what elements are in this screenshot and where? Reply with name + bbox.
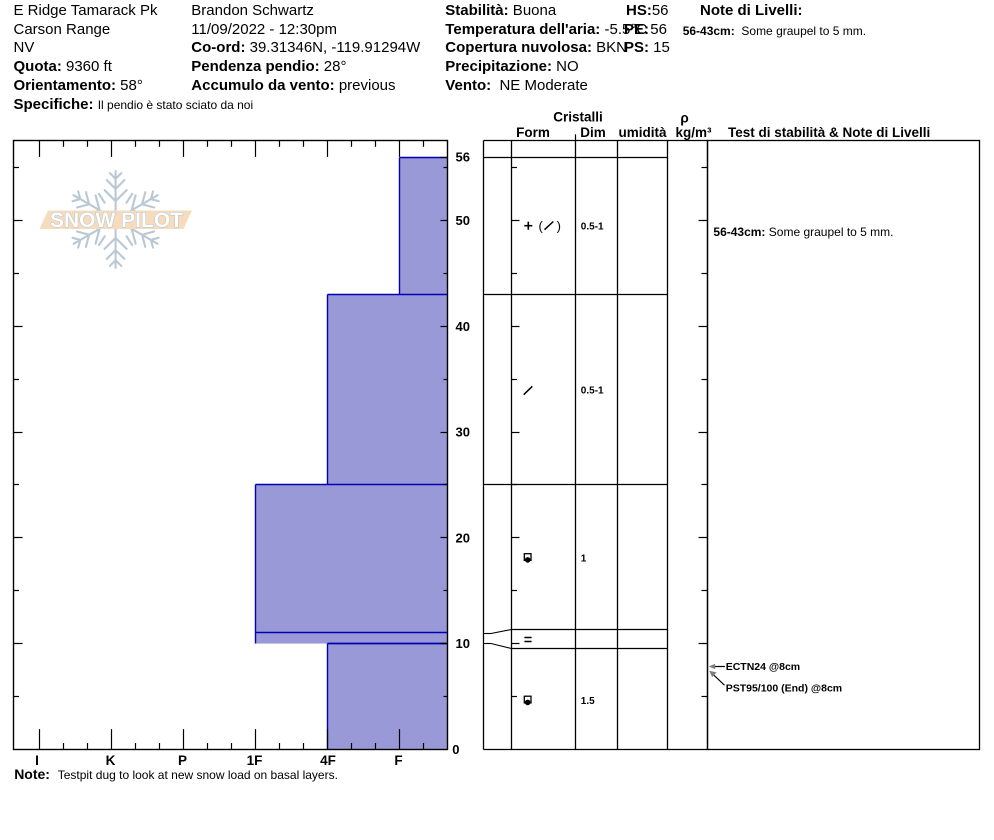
svg-text:10: 10 [456, 636, 470, 651]
svg-text:Form: Form [516, 125, 550, 140]
svg-text:I: I [35, 753, 39, 768]
svg-text:Dim: Dim [580, 125, 606, 140]
svg-text:K: K [106, 753, 116, 768]
svg-text:56: 56 [456, 150, 470, 165]
svg-text:): ) [557, 218, 561, 233]
svg-text:ECTN24 @8cm: ECTN24 @8cm [726, 661, 800, 673]
svg-text:ρ: ρ [680, 110, 688, 125]
svg-text:1: 1 [581, 553, 587, 564]
svg-text:Test di stabilità & Note di Li: Test di stabilità & Note di Livelli [728, 125, 930, 140]
svg-text:40: 40 [456, 319, 470, 334]
svg-text:F: F [394, 753, 402, 768]
svg-text:50: 50 [456, 213, 470, 228]
svg-text:0: 0 [452, 742, 459, 757]
svg-text:P: P [178, 753, 187, 768]
svg-text:30: 30 [456, 425, 470, 440]
svg-text:PST95/100 (End) @8cm: PST95/100 (End) @8cm [726, 682, 842, 694]
svg-text:Cristalli: Cristalli [553, 109, 603, 124]
svg-text:1F: 1F [247, 753, 263, 768]
svg-text:20: 20 [456, 530, 470, 545]
svg-text:(: ( [539, 218, 544, 233]
svg-text:0.5-1: 0.5-1 [581, 221, 604, 232]
svg-text:SNOW PILOT: SNOW PILOT [50, 209, 183, 232]
svg-text:56-43cm: Some graupel to 5 mm.: 56-43cm: Some graupel to 5 mm. [713, 225, 893, 239]
svg-text:kg/m³: kg/m³ [675, 125, 712, 140]
svg-text:0.5-1: 0.5-1 [581, 385, 604, 396]
svg-text:4F: 4F [320, 753, 336, 768]
svg-text:1.5: 1.5 [581, 696, 595, 707]
svg-text:umidità: umidità [618, 125, 666, 140]
